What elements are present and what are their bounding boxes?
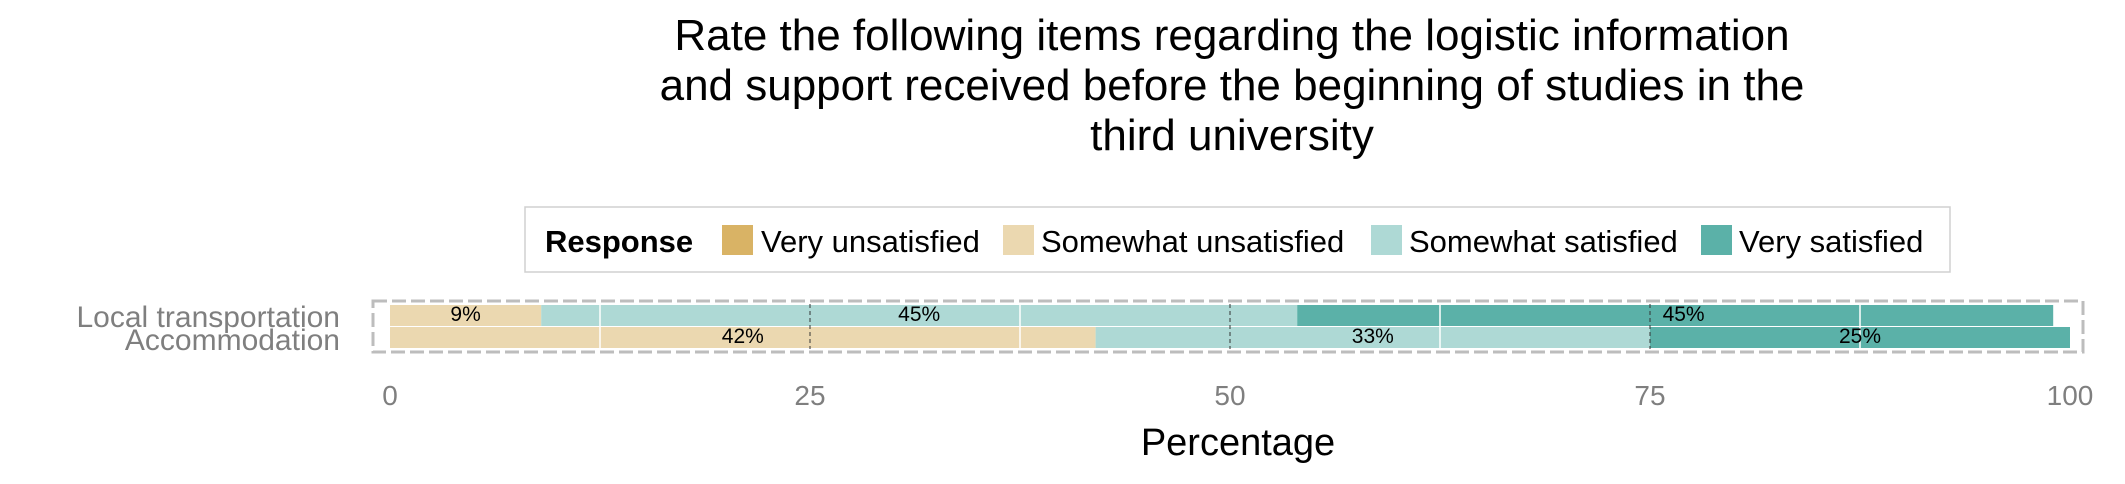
legend-label-very-unsatisfied: Very unsatisfied	[761, 224, 980, 259]
legend-key-very-unsatisfied	[722, 225, 753, 255]
category-label-local-transportation: Local transportation	[77, 301, 341, 334]
x-tick-label-25: 25	[794, 380, 825, 411]
chart-title-line-2: and support received before the beginnin…	[660, 61, 1805, 110]
data-label-local-transportation-0: 9%	[450, 303, 480, 326]
category-label-accommodation: Accommodation	[125, 324, 340, 357]
legend-key-somewhat-satisfied	[1371, 225, 1402, 255]
panel-border	[371, 299, 2085, 354]
data-label-local-transportation-1: 45%	[898, 303, 940, 326]
plot-area: 9% 45% 45% 42% 33% 25%	[371, 299, 2085, 354]
x-axis-title: Percentage	[1141, 422, 1335, 464]
x-tick-label-50: 50	[1214, 380, 1245, 411]
bar-accommodation-somewhat-unsatisfied	[390, 327, 1096, 348]
legend: Response Very unsatisfied Somewhat unsat…	[524, 206, 1951, 273]
data-label-accommodation-1: 33%	[1352, 325, 1394, 348]
bar-local-transportation-somewhat-satisfied	[541, 305, 1298, 326]
bar-local-transportation-very-satisfied	[1297, 305, 2054, 326]
legend-key-somewhat-unsatisfied	[1003, 225, 1034, 255]
x-tick-label-0: 0	[382, 380, 398, 411]
chart-title: Rate the following items regarding the l…	[660, 11, 1805, 160]
x-tick-label-100: 100	[2047, 380, 2094, 411]
chart-title-line-3: third university	[1090, 111, 1374, 160]
x-tick-label-75: 75	[1634, 380, 1665, 411]
legend-title: Response	[545, 224, 693, 259]
bar-accommodation-somewhat-satisfied	[1095, 327, 1650, 348]
data-label-local-transportation-2: 45%	[1663, 303, 1705, 326]
legend-key-very-satisfied	[1701, 225, 1732, 255]
legend-label-very-satisfied: Very satisfied	[1739, 224, 1923, 259]
x-axis-ticks: 0 25 50 75 100	[382, 380, 2093, 411]
data-label-accommodation-2: 25%	[1839, 325, 1881, 348]
data-label-accommodation-0: 42%	[722, 325, 764, 348]
bar-local-transportation-somewhat-unsatisfied	[390, 305, 542, 326]
legend-label-somewhat-unsatisfied: Somewhat unsatisfied	[1041, 224, 1344, 259]
chart-title-line-1: Rate the following items regarding the l…	[674, 11, 1789, 60]
legend-label-somewhat-satisfied: Somewhat satisfied	[1409, 224, 1678, 259]
